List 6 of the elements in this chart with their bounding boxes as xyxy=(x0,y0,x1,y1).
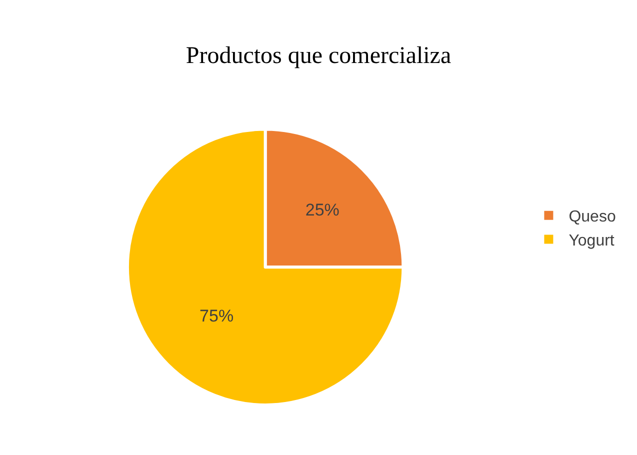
chart-title: Productos que comercializa xyxy=(186,43,452,69)
data-label: 75% xyxy=(200,306,234,326)
pie-slice xyxy=(126,128,405,406)
legend-label: Yogurt xyxy=(568,232,615,250)
legend-label: Queso xyxy=(568,208,616,226)
data-label: 25% xyxy=(305,200,340,220)
